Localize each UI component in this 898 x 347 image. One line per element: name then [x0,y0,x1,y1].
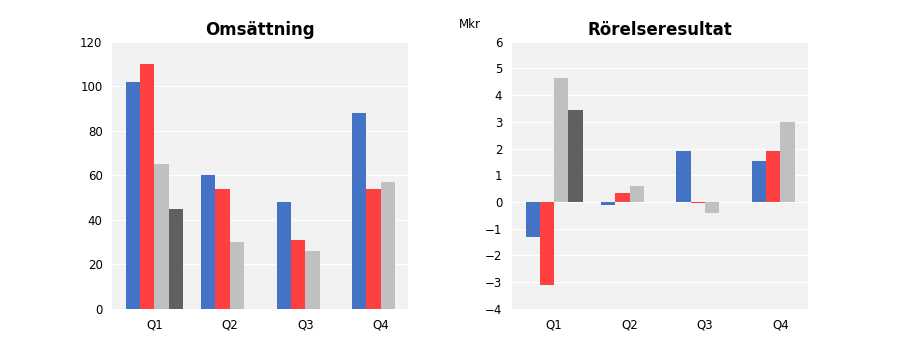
Bar [676,151,691,202]
Bar [169,209,183,309]
Bar [216,189,230,309]
Bar [366,189,381,309]
Bar [277,202,291,309]
Bar [554,78,568,202]
Bar [201,175,216,309]
Bar [766,151,780,202]
Bar [615,193,629,202]
Bar [352,113,366,309]
Bar [126,82,140,309]
Bar [629,186,644,202]
Bar [230,242,244,309]
Bar [154,164,169,309]
Bar [140,64,154,309]
Bar [752,161,766,202]
Bar [780,122,795,202]
Bar [305,251,320,309]
Title: Omsättning: Omsättning [206,21,315,39]
Bar [568,110,583,202]
Bar [291,240,305,309]
Title: Rörelseresultat: Rörelseresultat [588,21,733,39]
Bar [381,182,395,309]
Bar [540,202,554,285]
Text: Mkr: Mkr [459,18,480,31]
Bar [705,202,719,213]
Bar [601,202,615,205]
Bar [691,202,705,203]
Bar [525,202,540,237]
